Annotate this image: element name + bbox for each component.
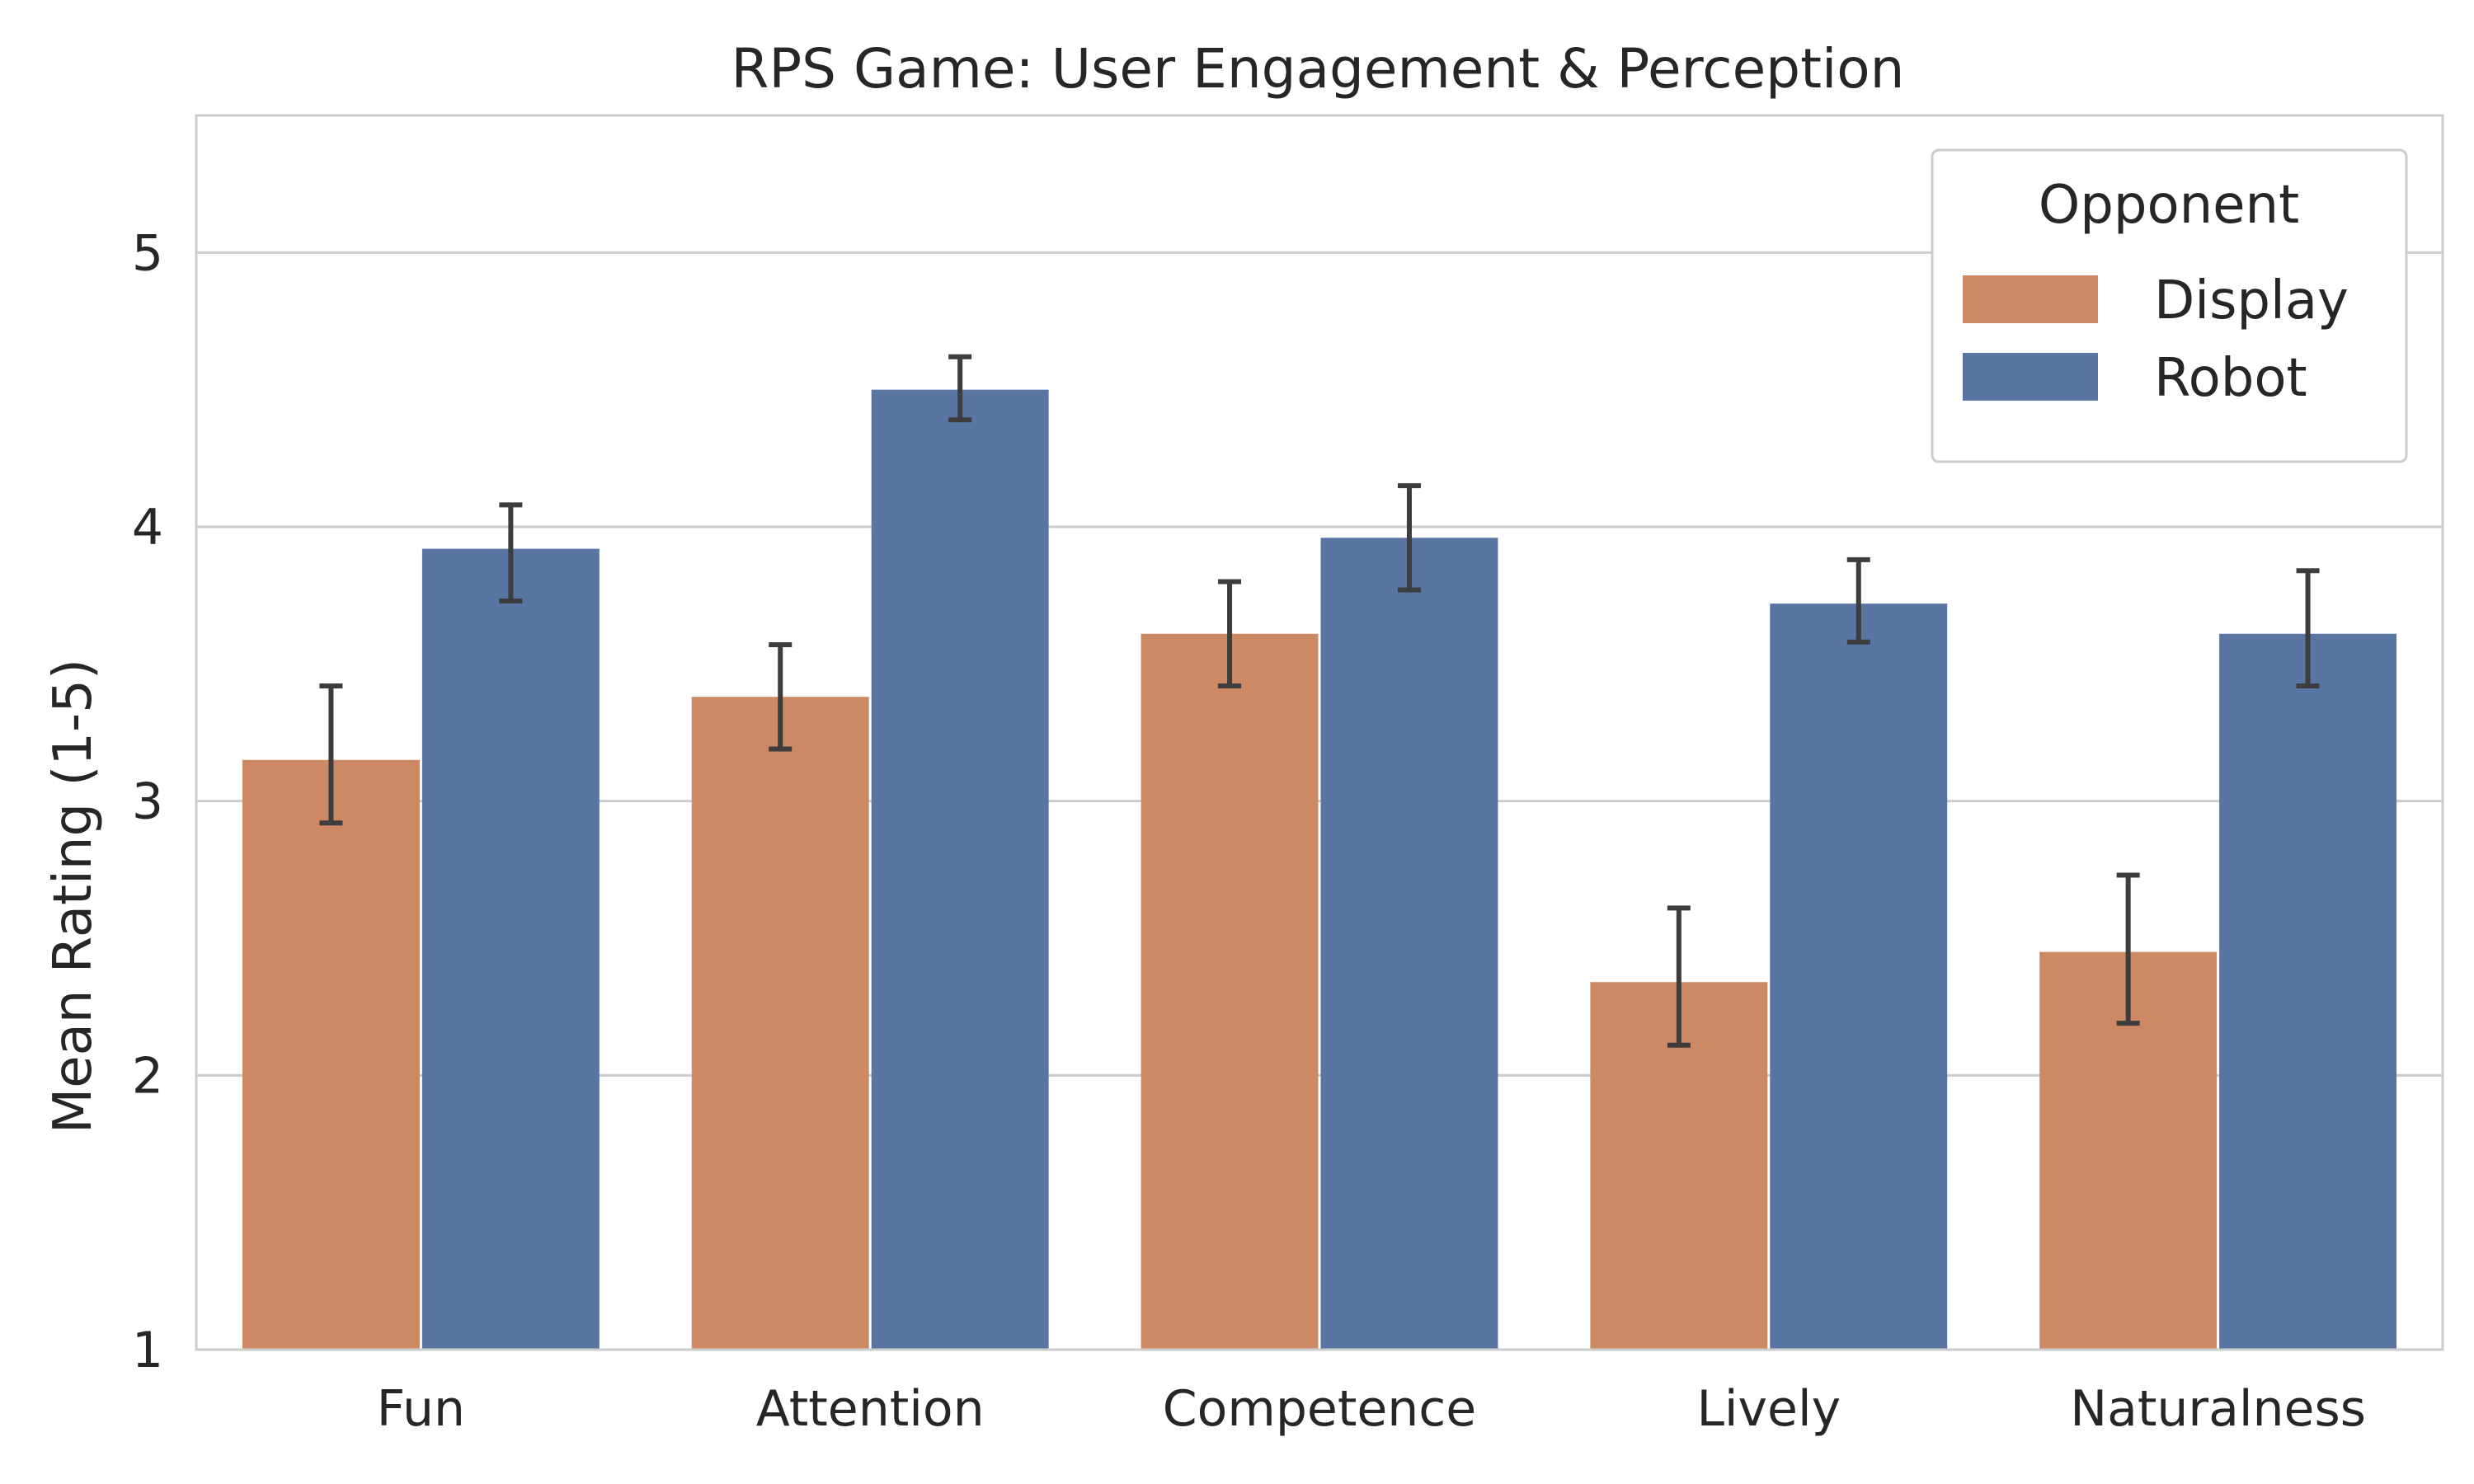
y-tick-label: 4	[132, 499, 163, 556]
x-tick-labels: Fun Attention Competence Lively Naturalness	[377, 1380, 2366, 1438]
legend: Opponent Display Robot	[1931, 148, 2408, 463]
legend-swatch-robot	[1963, 353, 2098, 401]
y-axis-label: Mean Rating (1-5)	[43, 659, 104, 1134]
x-tick-label: Attention	[756, 1380, 985, 1438]
bar-robot-naturalness	[2219, 633, 2397, 1350]
bar-display-competence	[1141, 633, 1319, 1350]
y-tick-label: 3	[132, 773, 163, 831]
bars	[242, 389, 2397, 1350]
plot-frame	[195, 114, 2444, 1351]
error-bars	[319, 354, 2320, 1048]
y-tick-labels: 1 2 3 4 5	[132, 224, 163, 1379]
legend-label-robot: Robot	[2154, 348, 2307, 409]
chart-title: RPS Game: User Engagement & Perception	[731, 37, 1905, 101]
legend-swatch-display	[1963, 275, 2098, 323]
x-tick-label: Lively	[1696, 1380, 1841, 1438]
x-tick-label: Competence	[1163, 1380, 1476, 1438]
bar-robot-fun	[421, 548, 600, 1350]
bar-robot-attention	[871, 389, 1049, 1350]
x-tick-label: Naturalness	[2070, 1380, 2366, 1438]
y-tick-label: 2	[132, 1047, 163, 1105]
legend-items: Display Robot	[1963, 270, 2349, 409]
y-tick-label: 1	[132, 1322, 163, 1379]
y-tick-label: 5	[132, 224, 163, 282]
bar-robot-competence	[1320, 538, 1498, 1350]
bar-robot-lively	[1770, 603, 1948, 1350]
bar-display-attention	[691, 697, 869, 1350]
bar-display-fun	[242, 759, 420, 1350]
legend-title: Opponent	[2039, 175, 2299, 236]
legend-label-display: Display	[2154, 270, 2349, 331]
x-tick-label: Fun	[377, 1380, 465, 1438]
